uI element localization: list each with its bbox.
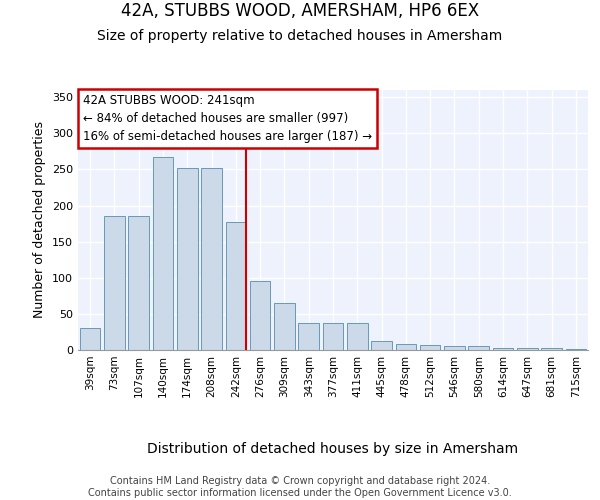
Bar [323, 322, 343, 350]
Bar [541, 348, 562, 350]
Text: 42A, STUBBS WOOD, AMERSHAM, HP6 6EX: 42A, STUBBS WOOD, AMERSHAM, HP6 6EX [121, 2, 479, 21]
Bar [493, 348, 514, 350]
Bar [469, 346, 489, 350]
Bar [444, 346, 465, 350]
Bar [347, 322, 368, 350]
Bar [298, 322, 319, 350]
Bar [371, 342, 392, 350]
Bar [566, 348, 586, 350]
Text: Size of property relative to detached houses in Amersham: Size of property relative to detached ho… [97, 29, 503, 43]
Text: Distribution of detached houses by size in Amersham: Distribution of detached houses by size … [148, 442, 518, 456]
Bar [226, 222, 246, 350]
Bar [177, 168, 197, 350]
Bar [517, 348, 538, 350]
Bar [395, 344, 416, 350]
Y-axis label: Number of detached properties: Number of detached properties [34, 122, 46, 318]
Bar [201, 168, 222, 350]
Bar [128, 216, 149, 350]
Bar [80, 328, 100, 350]
Bar [104, 216, 125, 350]
Text: 42A STUBBS WOOD: 241sqm
← 84% of detached houses are smaller (997)
16% of semi-d: 42A STUBBS WOOD: 241sqm ← 84% of detache… [83, 94, 372, 143]
Bar [152, 157, 173, 350]
Bar [420, 345, 440, 350]
Bar [250, 282, 271, 350]
Text: Contains HM Land Registry data © Crown copyright and database right 2024.
Contai: Contains HM Land Registry data © Crown c… [88, 476, 512, 498]
Bar [274, 303, 295, 350]
